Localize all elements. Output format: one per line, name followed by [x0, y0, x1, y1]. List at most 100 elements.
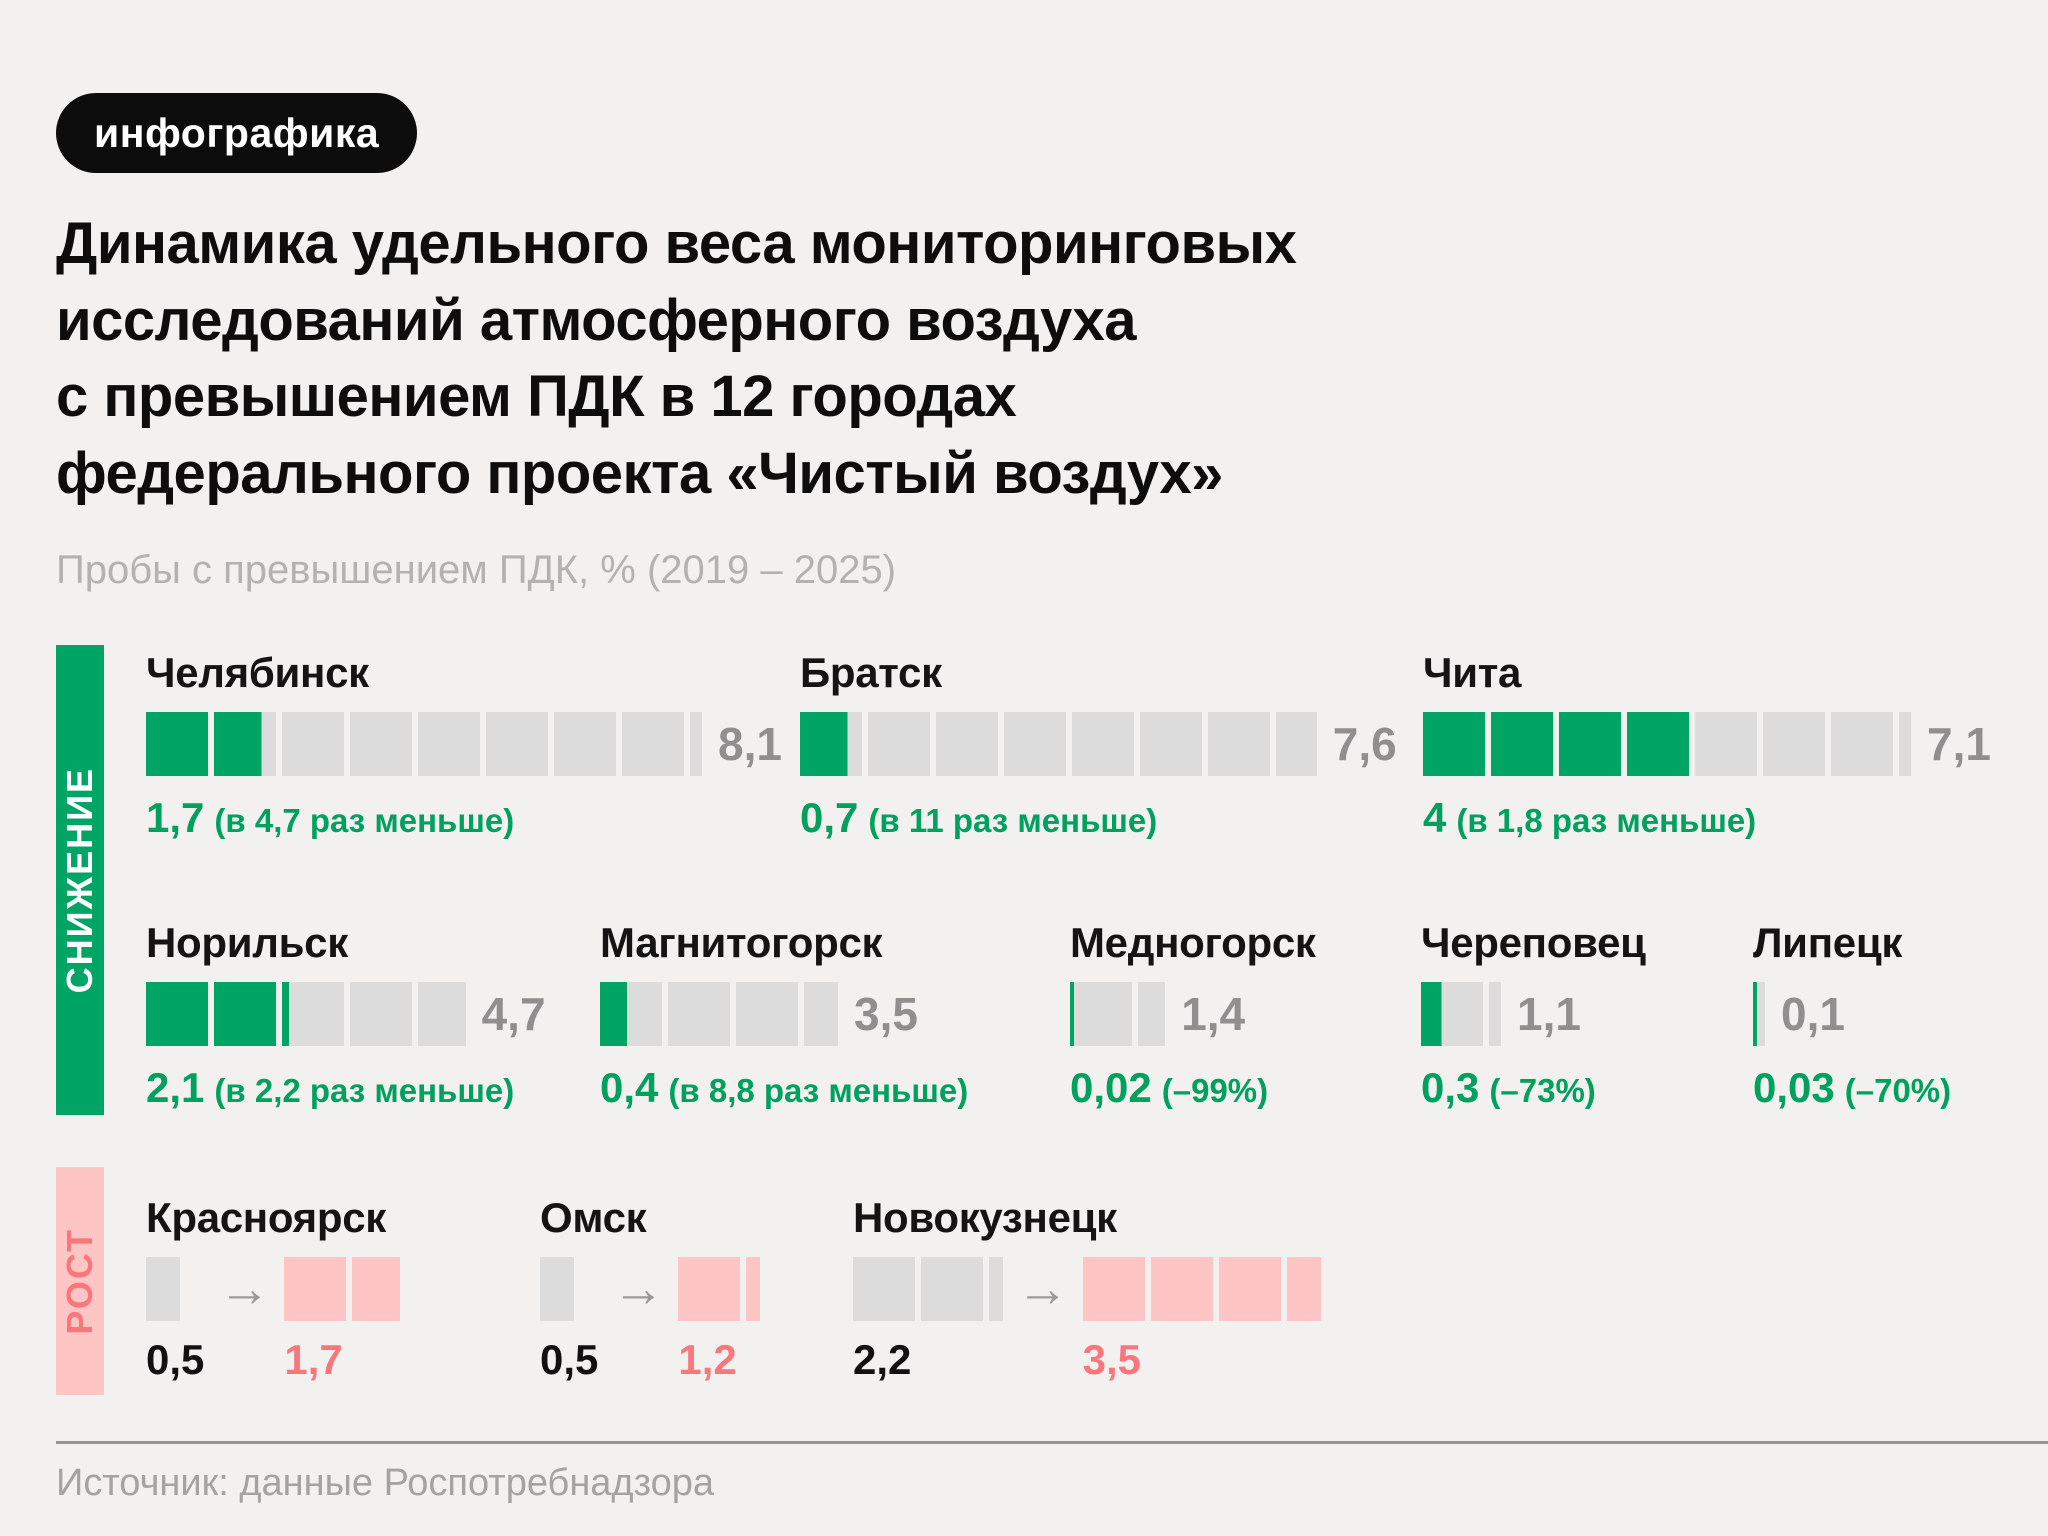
- footer-divider: [56, 1441, 2048, 1444]
- bar-segment: [600, 982, 662, 1047]
- bar-segment: [1138, 982, 1166, 1047]
- bar-segment: [622, 712, 684, 777]
- city-card: Братск 7,6 0,7 (в 11 раз меньше): [800, 649, 1397, 842]
- old-value: 1,4: [1181, 988, 1246, 1041]
- city-name: Челябинск: [146, 649, 369, 696]
- decrease-section-label: СНИЖЕНИЕ: [59, 766, 100, 994]
- bar-line: 7,6: [800, 712, 1397, 777]
- new-value-line: 1,7 (в 4,7 раз меньше): [146, 794, 782, 842]
- bar-segment: [1276, 712, 1317, 777]
- page-title: Динамика удельного веса мониторинговых и…: [56, 211, 1297, 506]
- after-value: 1,7: [284, 1336, 343, 1384]
- bar-segment: [418, 712, 480, 777]
- before-value: 2,2: [853, 1336, 912, 1384]
- bar-segment: [853, 1257, 915, 1322]
- bar-segment: [1072, 712, 1134, 777]
- city-card: Новокузнецк 2,2 → 3,5: [853, 1194, 1321, 1381]
- segmented-bar: [678, 1257, 760, 1322]
- bar-segment: [668, 982, 730, 1047]
- bar-segment: [486, 712, 548, 777]
- city-name: Красноярск: [146, 1194, 387, 1241]
- bar-segment: [936, 712, 998, 777]
- new-value: 0,4: [600, 1064, 659, 1112]
- bar-segment: [868, 712, 930, 777]
- infographic-badge: инфографика: [56, 93, 418, 173]
- city-name: Медногорск: [1070, 919, 1316, 966]
- segmented-bar: [146, 1257, 204, 1322]
- before-column: 0,5: [540, 1257, 598, 1381]
- segmented-bar: [1070, 982, 1166, 1047]
- city-card: Липецк 0,1 0,03 (–70%): [1753, 919, 1951, 1112]
- bar-line: 1,4: [1070, 982, 1316, 1047]
- bar-segment: [800, 712, 862, 777]
- old-value: 7,1: [1927, 718, 1991, 771]
- new-value: 0,02: [1070, 1064, 1152, 1112]
- badge-label: инфографика: [94, 109, 380, 156]
- bar-segment: [1286, 1257, 1321, 1322]
- source-note: Источник: данные Роспотребнадзора: [56, 1462, 715, 1504]
- arrow-right-icon: →: [218, 1260, 271, 1319]
- new-value-line: 0,7 (в 11 раз меньше): [800, 794, 1397, 842]
- bar-segment: [921, 1257, 983, 1322]
- old-value: 0,1: [1781, 988, 1845, 1041]
- segmented-bar: [1423, 712, 1911, 777]
- bar-segment: [1491, 712, 1553, 777]
- growth-section-label: РОСТ: [59, 1227, 100, 1335]
- bar-line: 0,1: [1753, 982, 1951, 1047]
- bar-segment: [1421, 982, 1483, 1047]
- bar-segment: [1082, 1257, 1145, 1322]
- bar-segment: [282, 982, 344, 1047]
- after-column: 3,5: [1082, 1257, 1321, 1381]
- growth-bar-line: 2,2 → 3,5: [853, 1257, 1321, 1381]
- after-column: 1,7: [284, 1257, 400, 1381]
- bar-segment: [352, 1257, 400, 1322]
- segmented-bar: [146, 712, 702, 777]
- bar-segment: [989, 1257, 1003, 1322]
- city-card: Омск 0,5 → 1,2: [540, 1194, 760, 1381]
- change-note: (–99%): [1161, 1072, 1269, 1110]
- city-name: Омск: [540, 1194, 647, 1241]
- bar-segment: [1489, 982, 1501, 1047]
- bar-segment: [746, 1257, 760, 1322]
- old-value: 1,1: [1517, 988, 1581, 1041]
- growth-bar-line: 0,5 → 1,7: [146, 1257, 400, 1381]
- bar-segment: [146, 1257, 180, 1322]
- bar-segment: [736, 982, 798, 1047]
- segmented-bar: [1082, 1257, 1321, 1322]
- before-value: 0,5: [540, 1336, 599, 1384]
- segmented-bar: [284, 1257, 400, 1322]
- old-value: 8,1: [718, 718, 782, 771]
- city-name: Братск: [800, 649, 942, 696]
- new-value: 0,03: [1753, 1064, 1835, 1112]
- city-card: Череповец 1,1 0,3 (–73%): [1421, 919, 1646, 1112]
- city-name: Липецк: [1753, 919, 1903, 966]
- bar-line: 7,1: [1423, 712, 1991, 777]
- bar-segment: [284, 1257, 347, 1322]
- bar-segment: [1559, 712, 1621, 777]
- new-value-line: 2,1 (в 2,2 раз меньше): [146, 1064, 546, 1112]
- bar-segment: [350, 982, 412, 1047]
- bar-segment: [1070, 982, 1132, 1047]
- bar-segment: [804, 982, 838, 1047]
- bar-segment: [1753, 982, 1765, 1047]
- arrow-right-icon: →: [612, 1260, 665, 1319]
- before-column: 0,5: [146, 1257, 204, 1381]
- city-name: Магнитогорск: [600, 919, 883, 966]
- growth-bar-line: 0,5 → 1,2: [540, 1257, 760, 1381]
- segmented-bar: [853, 1257, 1003, 1322]
- city-card: Челябинск 8,1 1,7 (в 4,7 раз меньше): [146, 649, 782, 842]
- bar-segment: [146, 982, 208, 1047]
- change-note: (в 8,8 раз меньше): [668, 1072, 969, 1110]
- bar-segment: [350, 712, 412, 777]
- new-value: 1,7: [146, 794, 205, 842]
- segmented-bar: [600, 982, 838, 1047]
- bar-segment: [1218, 1257, 1281, 1322]
- city-name: Норильск: [146, 919, 348, 966]
- bar-segment: [1140, 712, 1202, 777]
- city-card: Норильск 4,7 2,1 (в 2,2 раз меньше): [146, 919, 546, 1112]
- bar-segment: [1004, 712, 1066, 777]
- chart-subtitle: Пробы с превышением ПДК, % (2019 – 2025): [56, 548, 897, 592]
- bar-segment: [554, 712, 616, 777]
- change-note: (в 2,2 раз меньше): [214, 1072, 515, 1110]
- after-value: 1,2: [678, 1336, 737, 1384]
